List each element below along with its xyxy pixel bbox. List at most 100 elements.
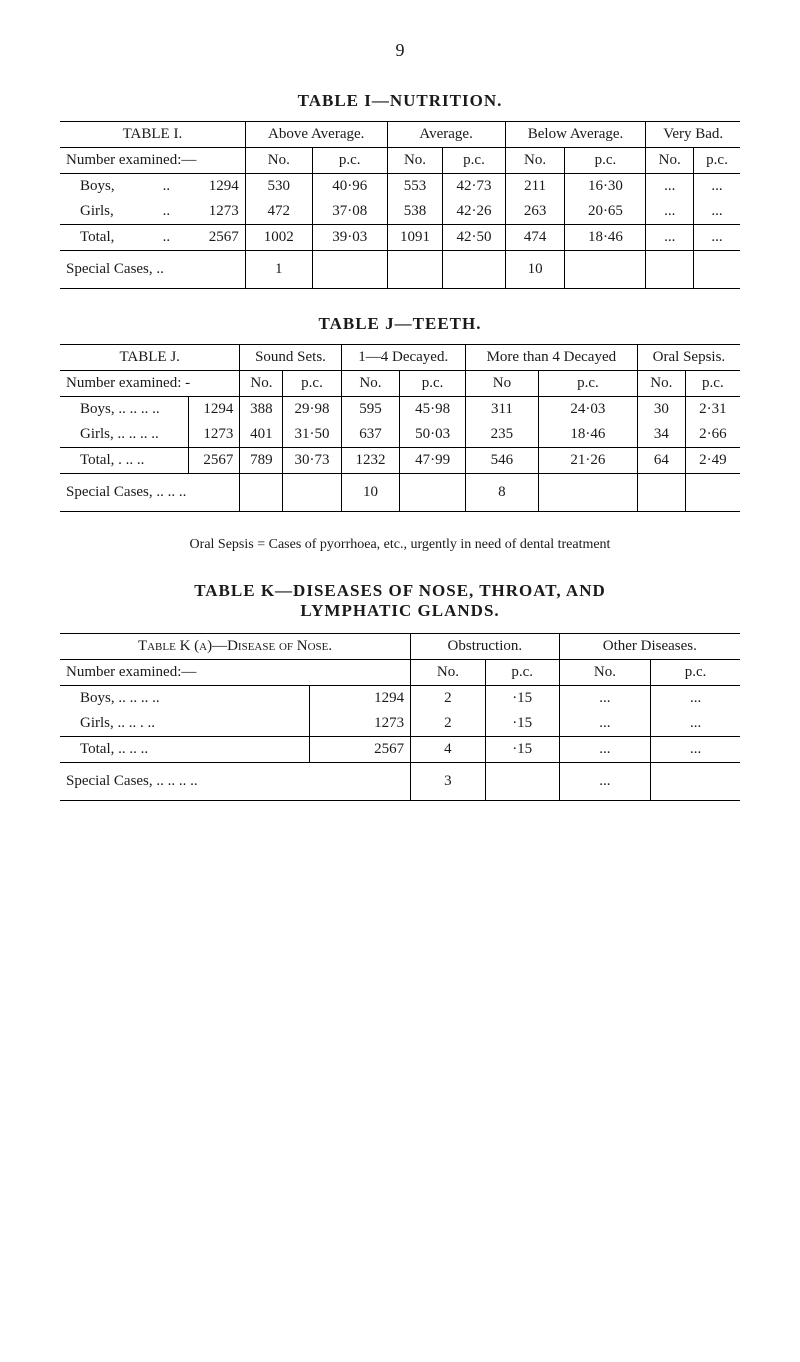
table2: TABLE J. Sound Sets. 1—4 Decayed. More t…: [60, 344, 740, 512]
cell: 34: [637, 422, 685, 448]
cell: 45·98: [400, 397, 466, 423]
subcol: No: [465, 371, 538, 397]
cell: 2·31: [685, 397, 740, 423]
col-group: Oral Sepsis.: [637, 345, 740, 371]
cell: [312, 251, 387, 289]
cell: 40·96: [312, 174, 387, 200]
special-label: Special Cases, .. .. .. ..: [60, 763, 411, 801]
cell: [400, 474, 466, 512]
cell: ...: [559, 763, 651, 801]
cell: 263: [505, 199, 565, 225]
cell: ·15: [485, 686, 559, 712]
col-group: Average.: [387, 122, 505, 148]
total-n: 2567: [188, 448, 240, 474]
subcol: p.c.: [538, 371, 637, 397]
cell: 472: [245, 199, 312, 225]
cell: 211: [505, 174, 565, 200]
cell: 474: [505, 225, 565, 251]
section-label: Number examined: -: [60, 371, 240, 397]
table2-corner: TABLE J.: [60, 345, 240, 371]
cell: 29·98: [283, 397, 341, 423]
cell: 30·73: [283, 448, 341, 474]
row-label: Girls, .. .. . ..: [60, 711, 309, 737]
cell: ...: [651, 711, 740, 737]
cell: [646, 251, 694, 289]
cell: 10: [505, 251, 565, 289]
cell: ...: [646, 225, 694, 251]
cell: 789: [240, 448, 283, 474]
row-n: 1294: [181, 174, 245, 200]
row-label: Girls, .. .. .. ..: [60, 422, 188, 448]
subcol: p.c.: [651, 660, 740, 686]
cell: [387, 251, 443, 289]
table1-corner: TABLE I.: [60, 122, 245, 148]
subcol: No.: [637, 371, 685, 397]
col-group: Very Bad.: [646, 122, 740, 148]
subcol: No.: [245, 148, 312, 174]
cell: 16·30: [565, 174, 646, 200]
col-group: 1—4 Decayed.: [341, 345, 465, 371]
table2-footnote: Oral Sepsis = Cases of pyorrhoea, etc., …: [60, 537, 740, 553]
corner-caps: Disease of Nose.: [227, 638, 332, 654]
total-label: Total,: [60, 225, 152, 251]
cell: [283, 474, 341, 512]
subcol: No.: [505, 148, 565, 174]
cell: ...: [651, 686, 740, 712]
cell: 1: [245, 251, 312, 289]
cell: 39·03: [312, 225, 387, 251]
subcol: No.: [341, 371, 400, 397]
cell: 42·26: [443, 199, 505, 225]
row-n: 1294: [188, 397, 240, 423]
subcol: p.c.: [685, 371, 740, 397]
cell: [637, 474, 685, 512]
cell: 2: [411, 711, 486, 737]
cell: 47·99: [400, 448, 466, 474]
cell: 64: [637, 448, 685, 474]
table1-title: TABLE I—NUTRITION.: [60, 91, 740, 111]
section-label: Number examined:—: [60, 148, 245, 174]
col-group: Obstruction.: [411, 634, 560, 660]
cell: 235: [465, 422, 538, 448]
cell: ...: [651, 737, 740, 763]
row-label: Boys,: [60, 174, 152, 200]
cell: 50·03: [400, 422, 466, 448]
col-group: More than 4 Decayed: [465, 345, 637, 371]
cell: ...: [694, 174, 741, 200]
subcol: No.: [559, 660, 651, 686]
cell: [485, 763, 559, 801]
cell: 37·08: [312, 199, 387, 225]
cell: ...: [559, 686, 651, 712]
dots: ..: [152, 199, 181, 225]
cell: 4: [411, 737, 486, 763]
cell: 24·03: [538, 397, 637, 423]
cell: 20·65: [565, 199, 646, 225]
subcol: p.c.: [443, 148, 505, 174]
cell: 3: [411, 763, 486, 801]
cell: 31·50: [283, 422, 341, 448]
corner-pre: Table K (a)—: [138, 638, 227, 654]
table2-title: TABLE J—TEETH.: [60, 314, 740, 334]
row-label: Boys, .. .. .. ..: [60, 397, 188, 423]
row-label: Girls,: [60, 199, 152, 225]
subcol: p.c.: [400, 371, 466, 397]
page-number: 9: [60, 40, 740, 61]
subcol: No.: [411, 660, 486, 686]
cell: 311: [465, 397, 538, 423]
col-group: Above Average.: [245, 122, 387, 148]
table1: TABLE I. Above Average. Average. Below A…: [60, 121, 740, 289]
subcol: p.c.: [312, 148, 387, 174]
cell: [651, 763, 740, 801]
dots: ..: [152, 225, 181, 251]
subcol: p.c.: [283, 371, 341, 397]
cell: 530: [245, 174, 312, 200]
cell: 1232: [341, 448, 400, 474]
cell: ...: [694, 225, 741, 251]
total-n: 2567: [309, 737, 410, 763]
cell: 595: [341, 397, 400, 423]
cell: ...: [694, 199, 741, 225]
cell: ·15: [485, 711, 559, 737]
cell: 388: [240, 397, 283, 423]
total-label: Total, .. .. ..: [60, 737, 309, 763]
cell: 553: [387, 174, 443, 200]
cell: [565, 251, 646, 289]
